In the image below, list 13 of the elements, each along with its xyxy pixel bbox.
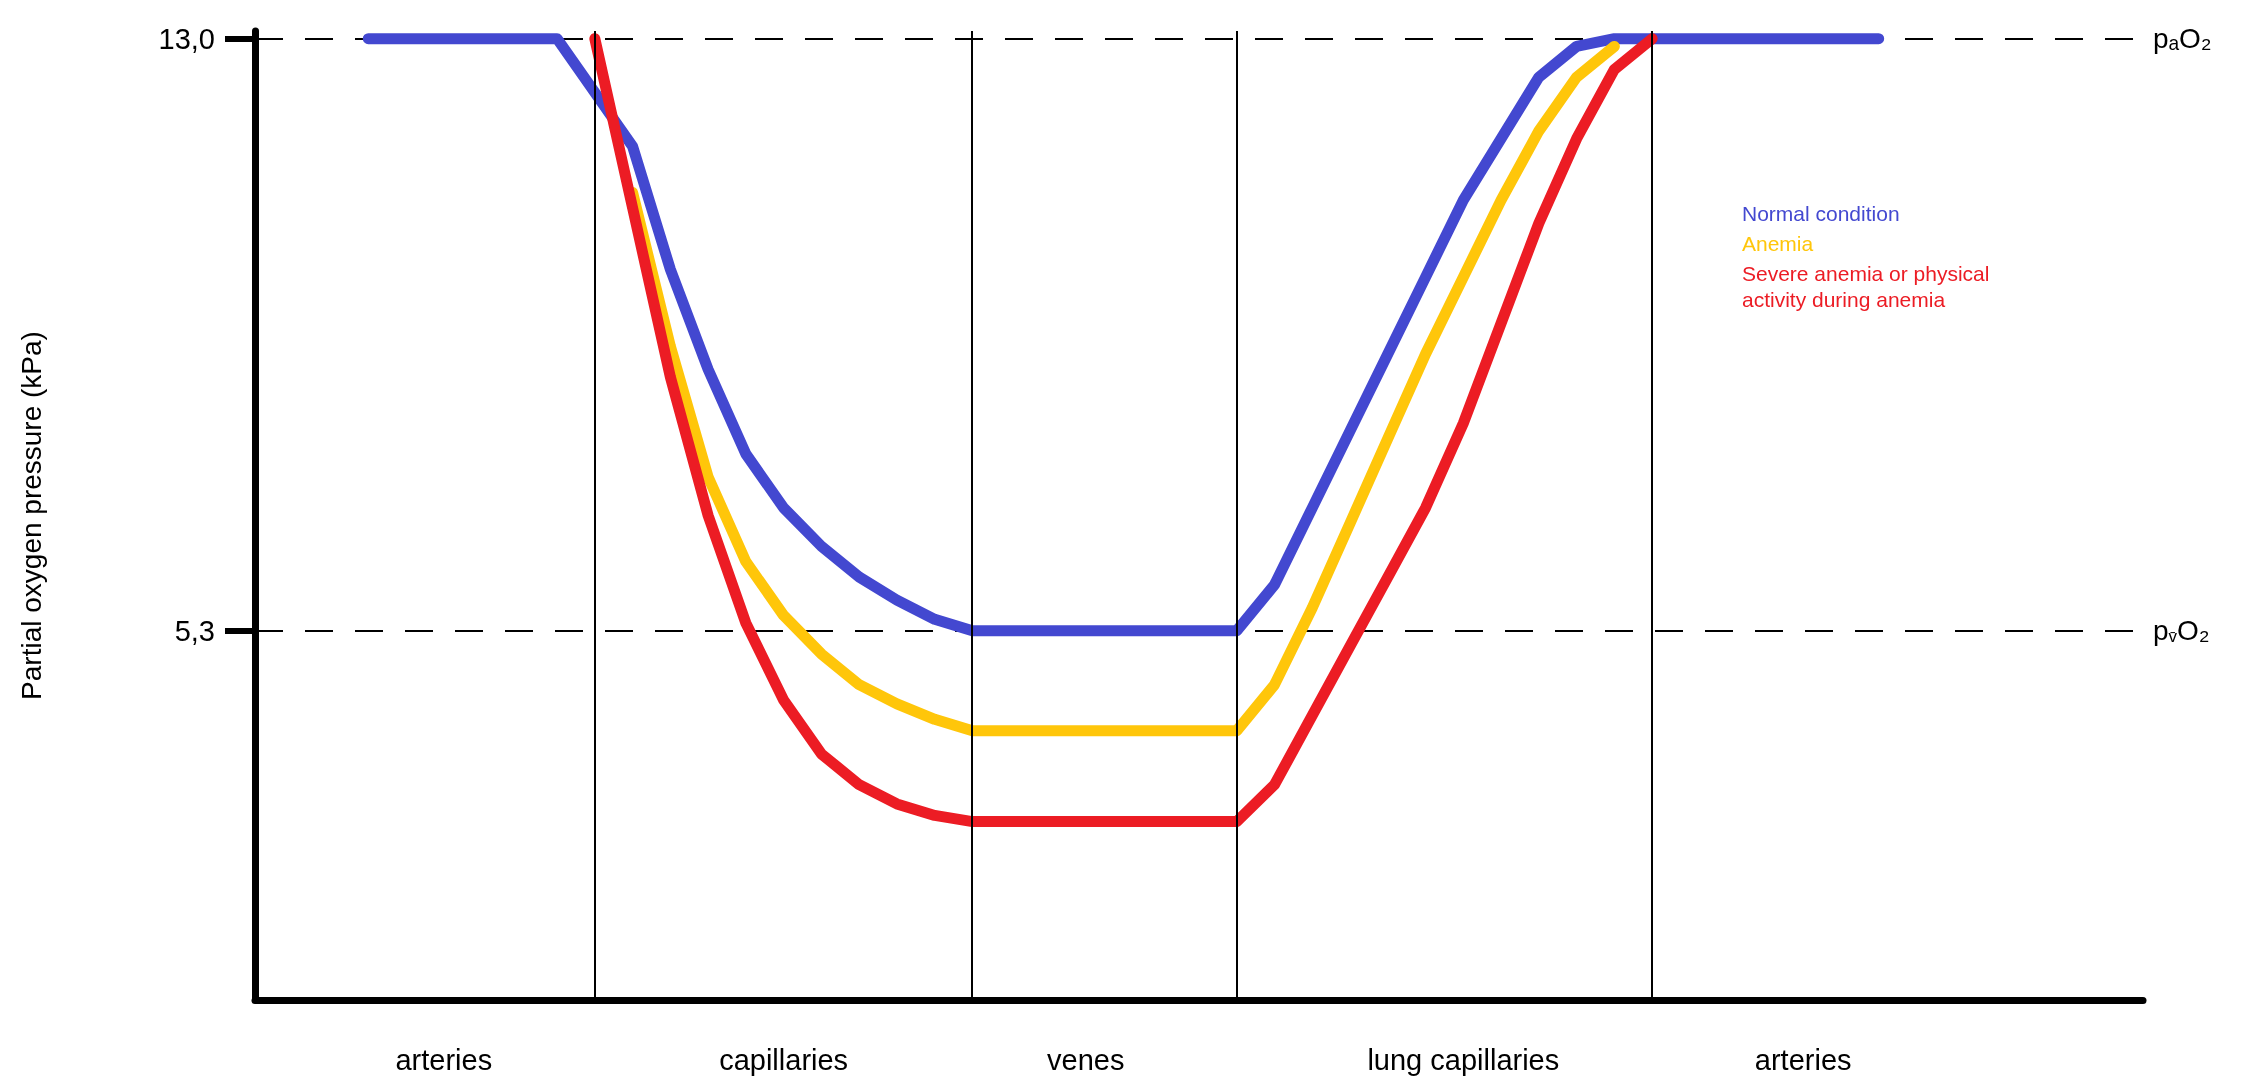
- x-tick-label: venes: [1047, 1043, 1125, 1076]
- y-tick-label: 5,3: [174, 614, 215, 647]
- x-tick-label: arteries: [1754, 1043, 1852, 1076]
- x-tick-label: lung capillaries: [1367, 1043, 1560, 1076]
- x-tick-label: capillaries: [719, 1043, 849, 1076]
- text: Anemia: [1742, 231, 1814, 255]
- y-tick-label: 13,0: [158, 22, 215, 55]
- x-tick-label: arteries: [395, 1043, 493, 1076]
- text: Severe anemia or physical activity during anemia: [1742, 261, 1996, 311]
- y-axis-title: Partial oxygen pressure (kPa): [15, 331, 47, 700]
- text: Normal condition: [1742, 201, 1900, 225]
- ref-line-label: pv̄O₂: [2153, 615, 2210, 647]
- ref-line-label: pₐO₂: [2153, 23, 2212, 55]
